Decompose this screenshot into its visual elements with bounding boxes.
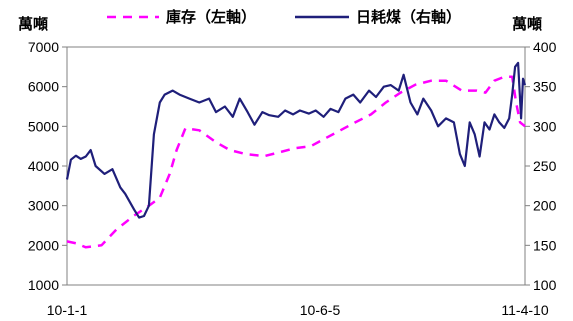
left-tick-label: 2000 <box>28 237 59 253</box>
x-axis: 10-1-1 10-6-5 11-4-10 <box>47 302 549 318</box>
right-axis-unit-label: 萬噸 <box>512 15 542 33</box>
right-axis: 100 150 200 250 300 350 400 <box>525 39 557 293</box>
left-tick-label: 6000 <box>28 79 59 95</box>
series-layer <box>65 61 527 249</box>
left-tick-label: 3000 <box>28 198 59 214</box>
left-tick-label: 4000 <box>28 158 59 174</box>
right-tick-label: 100 <box>533 277 557 293</box>
legend-label-daily-consumption: 日耗煤（右軸） <box>356 8 461 26</box>
x-tick-label: 10-6-5 <box>300 302 341 318</box>
right-tick-label: 200 <box>533 198 557 214</box>
left-tick-label: 1000 <box>28 277 59 293</box>
x-tick-label: 10-1-1 <box>47 302 88 318</box>
legend: 庫存（左軸） 日耗煤（右軸） <box>107 8 461 26</box>
right-tick-label: 150 <box>533 237 557 253</box>
series-line-daily-consumption <box>65 61 527 219</box>
right-tick-label: 300 <box>533 118 557 134</box>
right-tick-label: 250 <box>533 158 557 174</box>
plot-area <box>66 46 526 286</box>
left-axis: 1000 2000 3000 4000 5000 6000 7000 <box>28 39 67 293</box>
left-axis-unit-label: 萬噸 <box>18 15 48 33</box>
right-tick-label: 400 <box>533 39 557 55</box>
left-tick-label: 7000 <box>28 39 59 55</box>
right-tick-label: 350 <box>533 79 557 95</box>
series-line-inventory <box>66 75 526 249</box>
left-tick-label: 5000 <box>28 118 59 134</box>
legend-label-inventory: 庫存（左軸） <box>166 8 256 26</box>
x-tick-label: 11-4-10 <box>501 302 548 318</box>
